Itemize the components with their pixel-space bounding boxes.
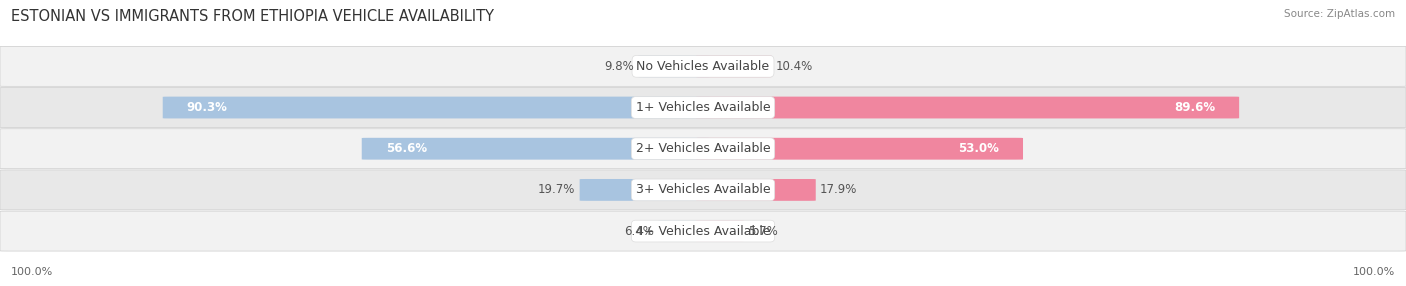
FancyBboxPatch shape [696,55,772,77]
FancyBboxPatch shape [696,97,1239,118]
Text: 19.7%: 19.7% [538,183,575,196]
Text: 4+ Vehicles Available: 4+ Vehicles Available [636,225,770,238]
Text: 100.0%: 100.0% [11,267,53,277]
FancyBboxPatch shape [0,170,1406,210]
FancyBboxPatch shape [658,220,710,242]
FancyBboxPatch shape [0,46,1406,86]
FancyBboxPatch shape [579,179,710,201]
Text: 90.3%: 90.3% [187,101,228,114]
Text: 1+ Vehicles Available: 1+ Vehicles Available [636,101,770,114]
FancyBboxPatch shape [163,97,710,118]
FancyBboxPatch shape [0,88,1406,128]
FancyBboxPatch shape [361,138,710,160]
Text: 5.7%: 5.7% [748,225,778,238]
Text: ESTONIAN VS IMMIGRANTS FROM ETHIOPIA VEHICLE AVAILABILITY: ESTONIAN VS IMMIGRANTS FROM ETHIOPIA VEH… [11,9,495,23]
Text: Source: ZipAtlas.com: Source: ZipAtlas.com [1284,9,1395,19]
Text: 6.4%: 6.4% [624,225,654,238]
Text: 2+ Vehicles Available: 2+ Vehicles Available [636,142,770,155]
FancyBboxPatch shape [696,220,744,242]
Text: 17.9%: 17.9% [820,183,858,196]
Text: 3+ Vehicles Available: 3+ Vehicles Available [636,183,770,196]
FancyBboxPatch shape [638,55,710,77]
Text: 10.4%: 10.4% [776,60,813,73]
Text: 89.6%: 89.6% [1174,101,1215,114]
FancyBboxPatch shape [0,211,1406,251]
Text: 53.0%: 53.0% [959,142,1000,155]
FancyBboxPatch shape [696,138,1024,160]
Text: No Vehicles Available: No Vehicles Available [637,60,769,73]
FancyBboxPatch shape [696,179,815,201]
FancyBboxPatch shape [0,129,1406,169]
Text: 100.0%: 100.0% [1353,267,1395,277]
Text: 56.6%: 56.6% [385,142,427,155]
Text: 9.8%: 9.8% [605,60,634,73]
